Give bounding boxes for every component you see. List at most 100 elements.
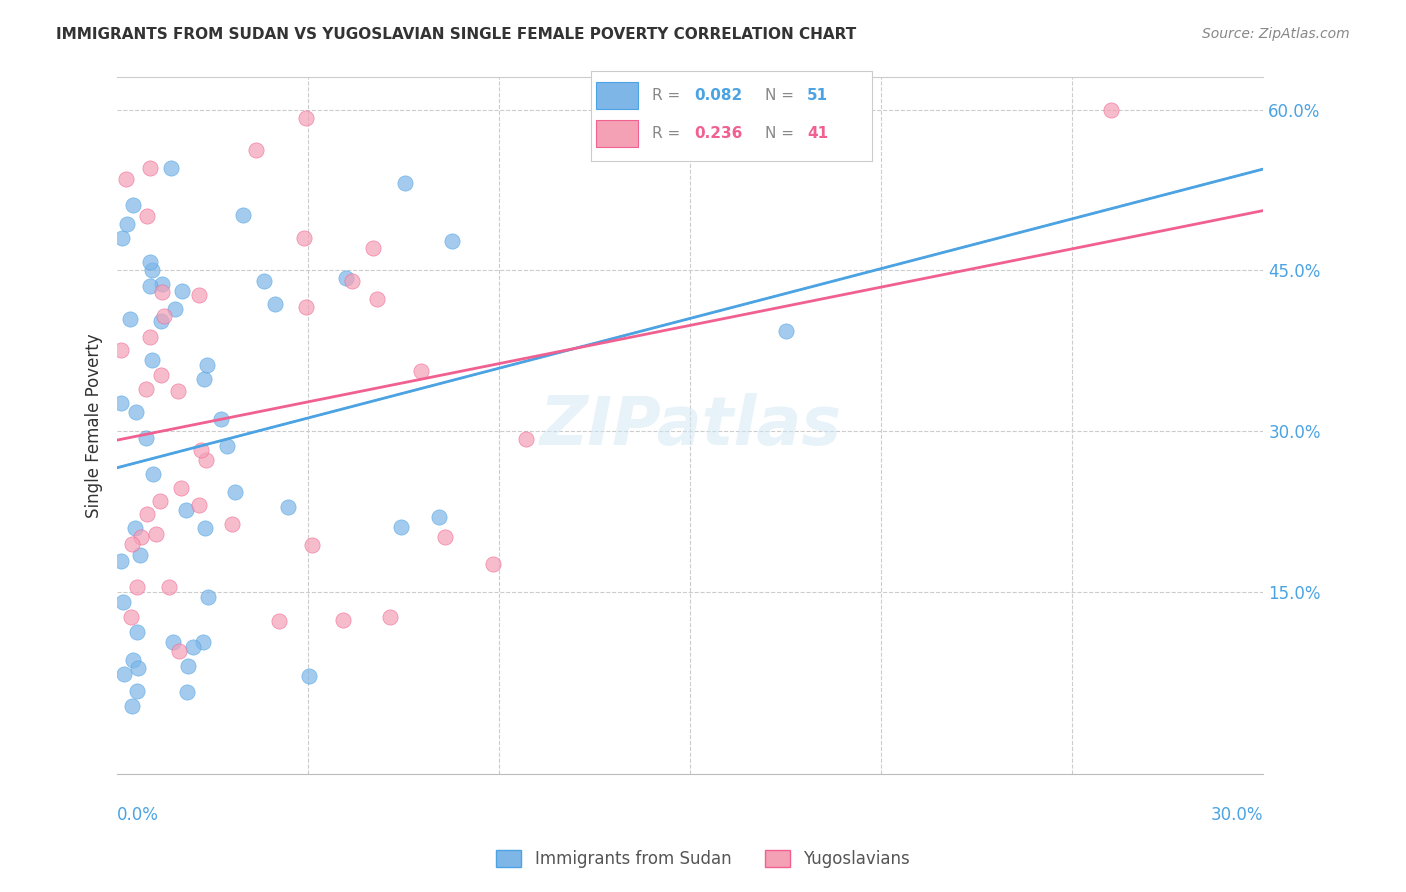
Point (245, 143, 267, 157)
Text: 51: 51 (807, 88, 828, 103)
Point (172, 284, 194, 298)
Point (394, 176, 416, 190)
Point (125, 684, 148, 698)
Point (389, 519, 412, 533)
Point (115, 172, 138, 186)
Point (110, 554, 132, 568)
Text: 0.082: 0.082 (695, 88, 742, 103)
Point (135, 209, 157, 223)
Point (217, 439, 239, 453)
Point (253, 274, 276, 288)
Point (221, 517, 243, 532)
Point (142, 467, 165, 482)
Point (193, 372, 215, 386)
Point (135, 382, 157, 396)
Point (153, 309, 176, 323)
Point (366, 292, 388, 306)
FancyBboxPatch shape (596, 82, 638, 109)
Point (176, 685, 198, 699)
Point (139, 161, 162, 175)
Point (160, 161, 183, 175)
Point (177, 658, 200, 673)
Point (111, 595, 134, 609)
Point (1099, 103, 1122, 117)
Point (224, 484, 246, 499)
Point (122, 653, 145, 667)
Point (232, 208, 254, 222)
Point (195, 358, 218, 372)
Point (295, 300, 318, 314)
Point (191, 635, 214, 649)
Point (141, 262, 163, 277)
Point (361, 241, 384, 255)
Point (121, 537, 143, 551)
Point (167, 644, 190, 658)
Text: 30.0%: 30.0% (1211, 805, 1264, 824)
Point (267, 614, 290, 628)
Point (775, 324, 797, 338)
Text: R =: R = (652, 88, 686, 103)
Point (139, 255, 162, 269)
Point (427, 510, 450, 524)
Point (174, 503, 197, 517)
Point (209, 412, 232, 426)
Point (121, 698, 143, 713)
Point (264, 296, 287, 310)
Point (120, 609, 142, 624)
Point (411, 364, 433, 378)
Point (139, 279, 162, 293)
Point (188, 287, 211, 301)
Point (145, 527, 167, 541)
Point (342, 274, 364, 288)
Point (482, 558, 505, 572)
Point (332, 613, 354, 627)
Point (292, 231, 315, 245)
Point (150, 277, 173, 291)
Point (127, 661, 149, 675)
Point (295, 111, 318, 125)
Point (166, 384, 188, 398)
Point (141, 352, 163, 367)
Text: 0.236: 0.236 (695, 127, 742, 141)
Point (150, 285, 173, 299)
Point (440, 235, 463, 249)
Point (110, 395, 132, 409)
Point (187, 498, 209, 512)
Point (194, 521, 217, 535)
Point (139, 329, 162, 343)
Point (157, 580, 180, 594)
Point (127, 580, 149, 594)
Point (129, 548, 152, 562)
Y-axis label: Single Female Poverty: Single Female Poverty (86, 334, 103, 518)
Point (335, 270, 357, 285)
Point (434, 530, 457, 544)
Point (298, 669, 321, 683)
Point (197, 590, 219, 604)
Point (136, 507, 159, 521)
Point (149, 493, 172, 508)
Point (149, 314, 172, 328)
Text: Source: ZipAtlas.com: Source: ZipAtlas.com (1202, 27, 1350, 41)
Point (181, 640, 204, 654)
Point (301, 538, 323, 552)
Text: IMMIGRANTS FROM SUDAN VS YUGOSLAVIAN SINGLE FEMALE POVERTY CORRELATION CHART: IMMIGRANTS FROM SUDAN VS YUGOSLAVIAN SIN… (56, 27, 856, 42)
Point (125, 405, 148, 419)
Text: N =: N = (765, 88, 799, 103)
Point (129, 530, 152, 544)
Point (150, 368, 173, 382)
Point (110, 343, 132, 357)
Text: 41: 41 (807, 127, 828, 141)
Point (162, 634, 184, 648)
Point (125, 624, 148, 639)
Point (135, 431, 157, 445)
Point (122, 198, 145, 212)
Point (378, 609, 401, 624)
FancyBboxPatch shape (596, 120, 638, 147)
Point (111, 231, 134, 245)
Text: R =: R = (652, 127, 686, 141)
Point (118, 312, 141, 326)
Point (277, 500, 299, 514)
Text: 0.0%: 0.0% (117, 805, 159, 824)
Point (515, 432, 537, 446)
Point (170, 481, 193, 495)
